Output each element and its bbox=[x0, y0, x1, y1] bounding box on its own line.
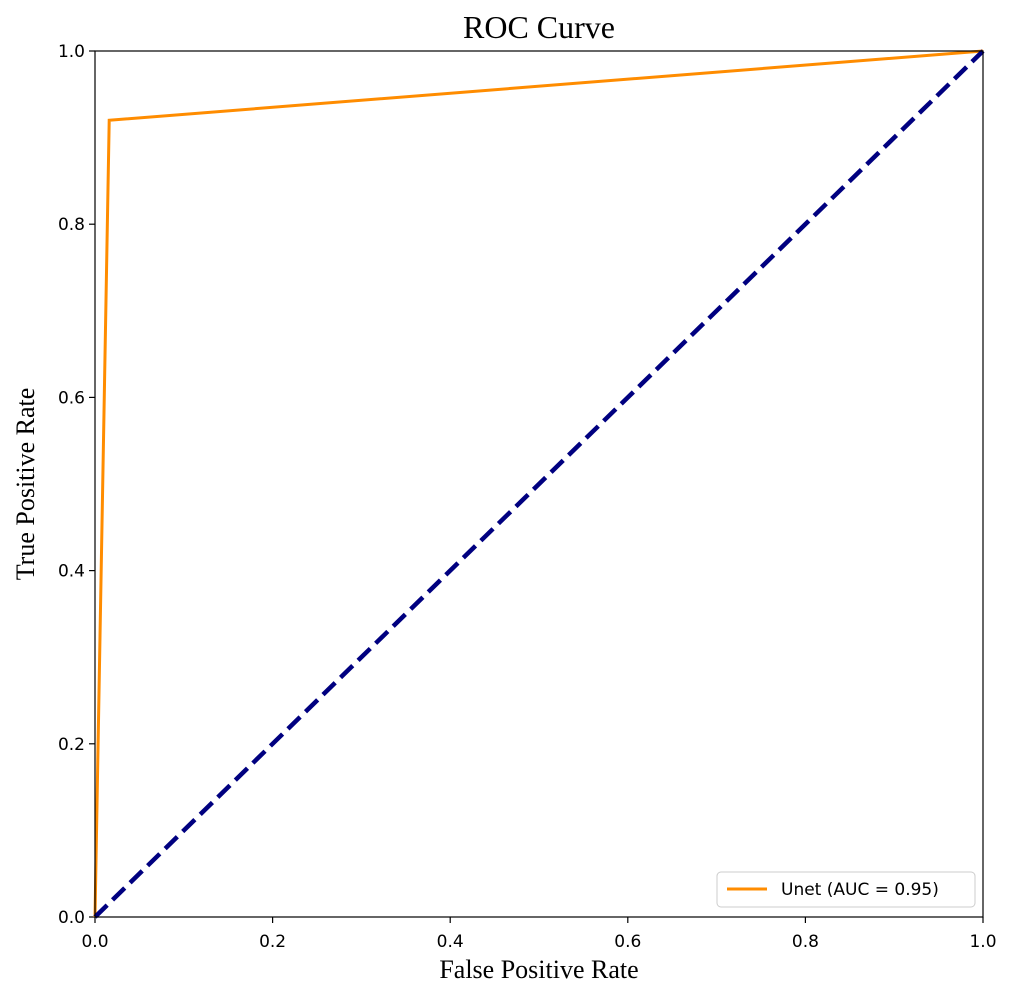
x-tick-label: 0.0 bbox=[81, 932, 108, 952]
y-tick-label: 0.6 bbox=[58, 388, 85, 408]
y-tick-label: 0.0 bbox=[58, 908, 85, 928]
x-tick-label: 0.8 bbox=[792, 932, 819, 952]
line bbox=[93, 49, 984, 918]
x-axis-label: False Positive Rate bbox=[439, 955, 638, 984]
y-axis-label: True Positive Rate bbox=[11, 388, 40, 581]
y-tick-label: 0.2 bbox=[58, 735, 85, 755]
x-tick-label: 0.4 bbox=[437, 932, 464, 952]
x-tick-label: 1.0 bbox=[969, 932, 996, 952]
x-tick-label: 0.2 bbox=[259, 932, 286, 952]
chart-title: ROC Curve bbox=[463, 9, 615, 45]
y-tick-label: 0.4 bbox=[58, 562, 85, 582]
legend-label: Unet (AUC = 0.95) bbox=[781, 880, 939, 900]
x-tick-label: 0.6 bbox=[614, 932, 641, 952]
legend-box bbox=[716, 871, 976, 908]
line bbox=[93, 49, 985, 919]
plot-frame bbox=[94, 50, 984, 918]
y-tick-label: 1.0 bbox=[58, 42, 85, 62]
y-tick-label: 0.8 bbox=[58, 215, 85, 235]
